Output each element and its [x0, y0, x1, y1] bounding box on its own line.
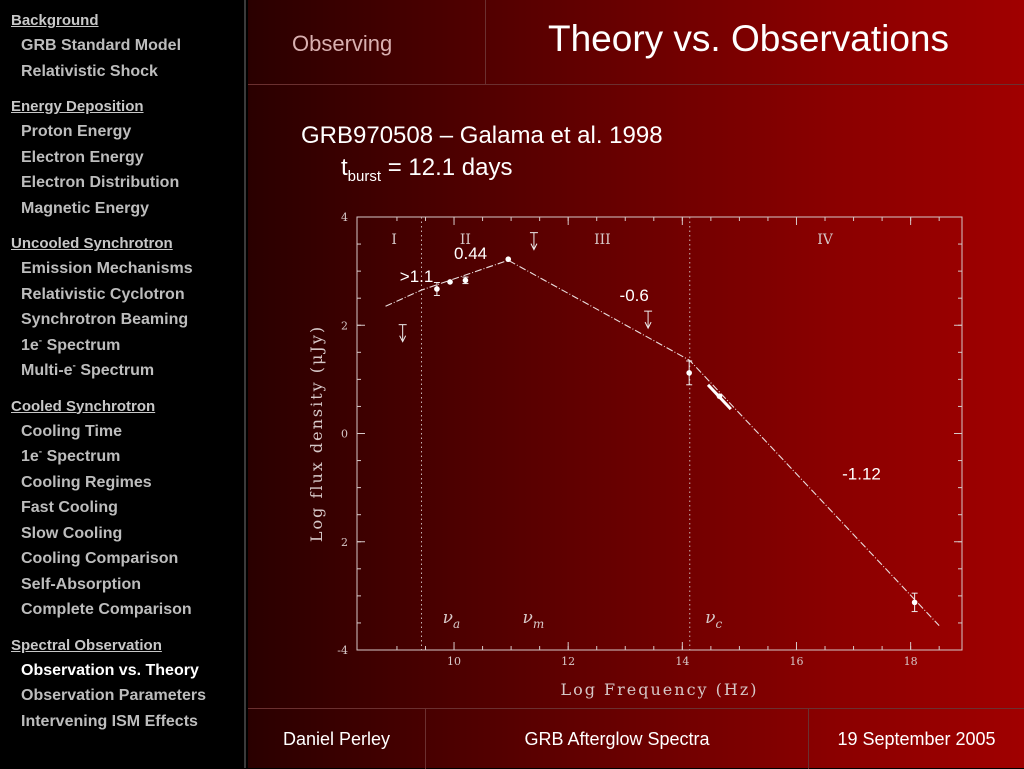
data-point: [911, 599, 918, 606]
y-tick-label: 2: [341, 536, 348, 549]
optical-data-cluster: [706, 383, 732, 411]
upper-limit-arrowhead: [399, 335, 407, 343]
nav-item[interactable]: Self-Absorption: [21, 575, 141, 593]
upper-limit-arrowhead: [644, 321, 652, 330]
nav-item[interactable]: GRB Standard Model: [21, 37, 182, 54]
slope-annotation: -1.12: [842, 465, 881, 484]
nav-section: Cooled Synchrotron Cooling Time 1e- Spectr…: [0, 394, 244, 623]
slide-title: Theory vs. Observations: [548, 18, 949, 59]
nav-item[interactable]: Fast Cooling: [21, 499, 118, 516]
nav-section: Energy Deposition Proton Energy Electron E…: [0, 94, 244, 221]
region-label: I: [391, 232, 397, 248]
y-axis-label: Log flux density (μJy): [307, 325, 326, 542]
region-label: II: [460, 232, 471, 248]
slope-annotation: -0.6: [620, 286, 649, 305]
region-label: III: [594, 232, 611, 248]
nav-item[interactable]: Multi-e- Spectrum: [21, 360, 155, 379]
nav-item[interactable]: Magnetic Energy: [21, 199, 150, 217]
y-tick-label: 4: [341, 211, 348, 224]
upper-limit-arrowhead: [530, 243, 538, 251]
heading-rest: = 12.1 days: [381, 154, 513, 181]
nav-heading[interactable]: Background: [11, 12, 99, 29]
spectrum-plot: 10 12 14 16 18 4 2 0 2 -4 Log Frequency (Hz) Log fl…: [307, 211, 963, 699]
model-spectrum-line: [385, 259, 940, 627]
nav-item[interactable]: Electron Energy: [21, 148, 144, 166]
region-label: IV: [817, 232, 834, 248]
nav-item[interactable]: Electron Distribution: [21, 174, 180, 191]
break-frequency-label: νm: [523, 608, 545, 631]
y-tick-label: 0: [341, 428, 348, 441]
footer-date: 19 September 2005: [837, 729, 996, 749]
break-frequency-label: νc: [705, 608, 722, 631]
slide: Observing Theory vs. Observations GRB970…: [248, 0, 1024, 769]
section-title: Observing: [248, 0, 486, 84]
footer-author: Daniel Perley: [248, 709, 426, 769]
x-tick-label: 12: [561, 655, 575, 668]
nav-item[interactable]: Proton Energy: [21, 123, 132, 140]
nav-heading[interactable]: Spectral Observation: [11, 636, 162, 654]
y-tick-label: 2: [341, 319, 348, 332]
sidebar: Background GRB Standard Model Relativistic…: [0, 0, 246, 768]
nav-heading[interactable]: Uncooled Synchrotron: [11, 235, 173, 252]
heading-sub: burst: [347, 167, 382, 185]
slide-header: Observing Theory vs. Observations: [248, 0, 1024, 85]
x-axis-label: Log Frequency (Hz): [560, 680, 758, 699]
nav-item[interactable]: Relativistic Shock: [21, 62, 158, 80]
break-frequency-label: νa: [443, 608, 461, 631]
nav-item[interactable]: Synchrotron Beaming: [21, 311, 189, 328]
heading-t: t: [341, 154, 348, 181]
nav-item[interactable]: Observation vs. Theory: [21, 661, 199, 679]
nav-section: Uncooled Synchrotron Emission Mechanisms R…: [0, 231, 244, 384]
nav-item[interactable]: 1e- Spectrum: [21, 446, 121, 465]
nav-heading[interactable]: Cooled Synchrotron: [11, 397, 156, 415]
nav-item[interactable]: Observation Parameters: [21, 687, 206, 704]
y-tick-label: -4: [337, 644, 348, 657]
nav-section: Background GRB Standard Model Relativistic…: [0, 8, 244, 84]
data-point: [505, 256, 512, 263]
nav-heading[interactable]: Energy Deposition: [11, 98, 144, 115]
data-point: [447, 279, 453, 285]
slide-footer: Daniel Perley GRB Afterglow Spectra 19 S…: [248, 708, 1024, 769]
slope-annotation: 0.44: [454, 244, 487, 263]
nav-item[interactable]: Relativistic Cyclotron: [21, 285, 185, 303]
nav-item[interactable]: Slow Cooling: [21, 524, 123, 542]
nav-item[interactable]: 1e- Spectrum: [21, 335, 121, 354]
nav-item[interactable]: Intervening ISM Effects: [21, 712, 198, 730]
x-tick-label: 14: [675, 655, 689, 668]
heading-line2: tburst = 12.1 days: [301, 152, 663, 193]
slope-annotation: >1.1: [400, 267, 434, 286]
slide-heading: GRB970508 – Galama et al. 1998 tburst = …: [301, 120, 663, 193]
nav-item[interactable]: Complete Comparison: [21, 601, 192, 618]
footer-talk-title: GRB Afterglow Spectra: [426, 709, 809, 769]
data-point: [462, 277, 469, 284]
heading-line1: GRB970508 – Galama et al. 1998: [301, 122, 663, 149]
nav-item[interactable]: Cooling Regimes: [21, 473, 152, 491]
nav-item[interactable]: Cooling Comparison: [21, 550, 179, 567]
data-point: [686, 370, 692, 376]
x-tick-label: 18: [904, 655, 918, 668]
nav-section: Spectral Observation Observation vs. Theo…: [0, 633, 244, 735]
x-tick-label: 16: [789, 655, 803, 668]
nav-item[interactable]: Emission Mechanisms: [21, 260, 193, 277]
nav-item[interactable]: Cooling Time: [21, 422, 123, 440]
data-point: [434, 286, 440, 292]
x-tick-label: 10: [447, 655, 461, 668]
